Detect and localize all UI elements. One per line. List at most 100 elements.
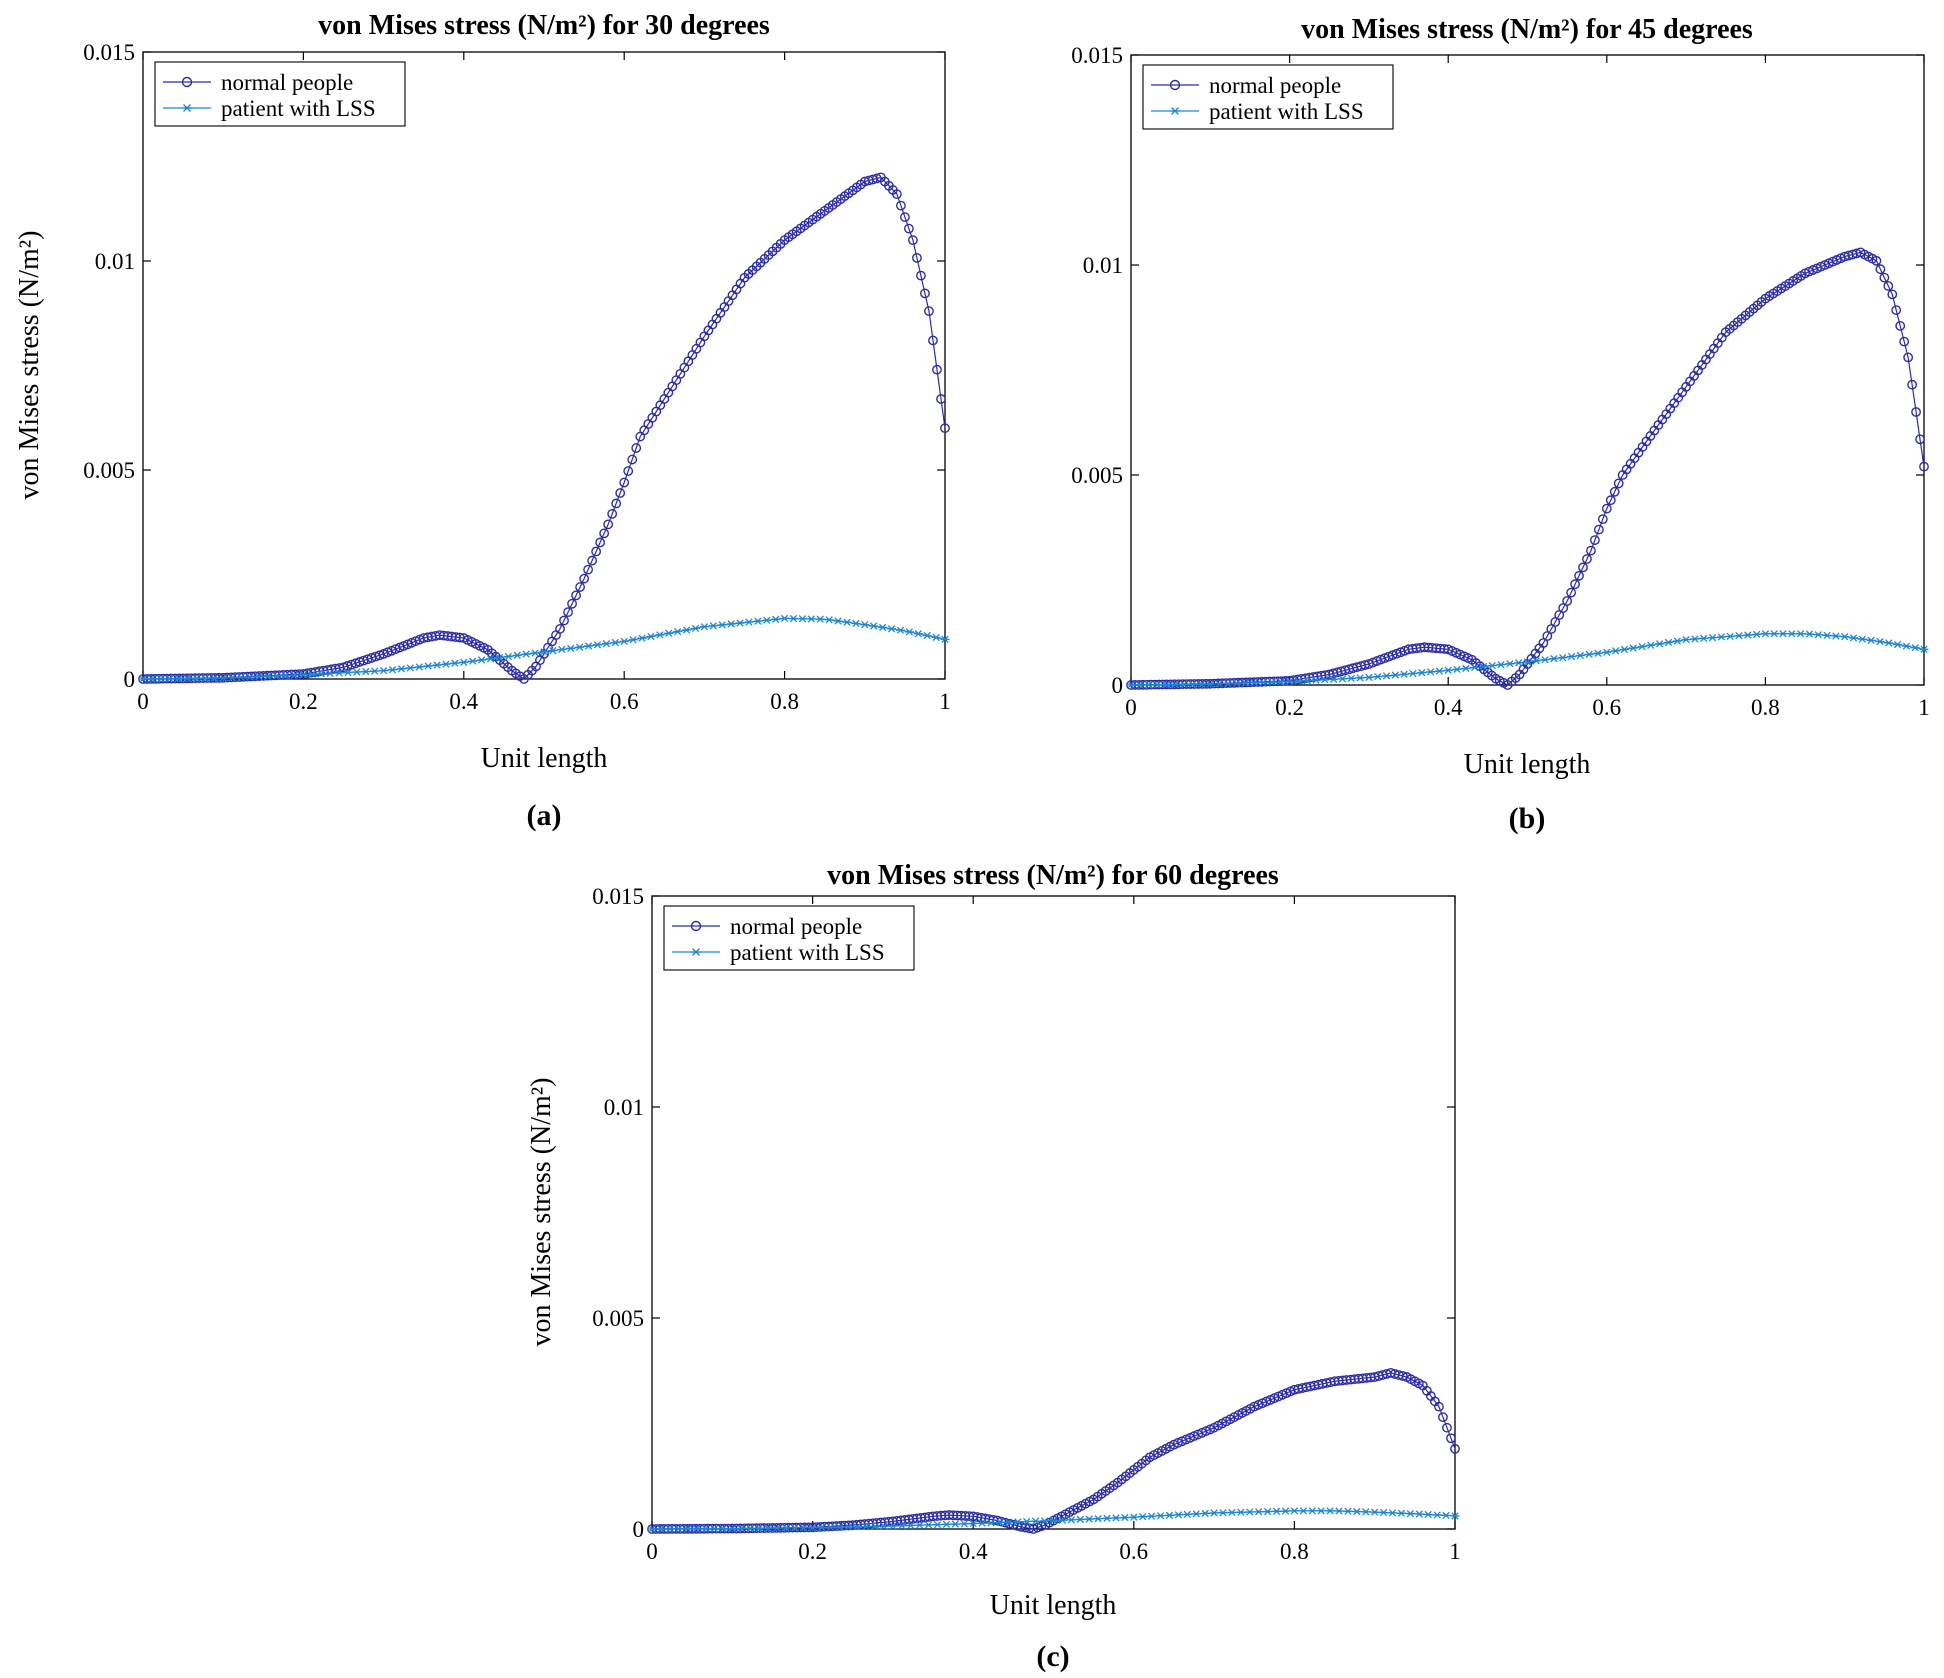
x-tick-label: 1 xyxy=(1918,695,1930,720)
data-point-lss xyxy=(1280,1507,1290,1515)
data-point-lss xyxy=(1875,637,1885,646)
data-point-lss xyxy=(1593,649,1603,657)
data-point-lss xyxy=(1646,641,1656,649)
data-point-lss xyxy=(940,635,950,643)
data-point-normal xyxy=(1895,320,1906,331)
data-point-lss xyxy=(1156,1512,1166,1520)
y-tick-label: 0.005 xyxy=(1071,463,1123,488)
data-point-lss xyxy=(486,655,496,663)
data-point-normal xyxy=(908,235,918,246)
y-tick-label: 0.005 xyxy=(592,1306,644,1331)
y-tick-label: 0 xyxy=(1112,673,1124,698)
data-point-lss xyxy=(699,623,709,631)
data-point-lss xyxy=(512,651,522,659)
data-point-lss xyxy=(1320,676,1330,684)
data-point-lss xyxy=(717,621,727,629)
data-point-lss xyxy=(904,628,914,636)
data-point-lss xyxy=(477,656,487,664)
data-point-normal xyxy=(1442,1422,1452,1433)
data-point-lss xyxy=(933,1520,943,1529)
data-point-lss xyxy=(1196,680,1206,688)
data-point-normal xyxy=(916,270,926,281)
data-point-lss xyxy=(1388,1509,1398,1517)
data-point-lss xyxy=(1831,632,1841,640)
data-point-lss xyxy=(1267,678,1277,686)
data-point-lss xyxy=(852,1523,862,1531)
data-point-lss xyxy=(665,1525,675,1533)
data-point-lss xyxy=(156,675,166,683)
data-point-lss xyxy=(147,675,157,683)
data-point-lss xyxy=(834,1523,844,1531)
data-point-lss xyxy=(1379,1508,1389,1517)
data-point-normal xyxy=(912,252,922,263)
data-point-lss xyxy=(1364,673,1374,682)
data-point-lss xyxy=(1241,679,1251,687)
data-point-normal xyxy=(1434,1401,1444,1412)
x-tick-label: 0.2 xyxy=(1275,695,1304,720)
data-point-lss xyxy=(1144,681,1154,689)
data-point-lss xyxy=(1236,1508,1246,1516)
data-point-lss xyxy=(1408,669,1418,678)
data-point-lss xyxy=(817,1523,827,1532)
data-point-lss xyxy=(1205,680,1215,688)
data-point-lss xyxy=(1505,660,1515,668)
data-point-normal xyxy=(599,528,610,539)
data-point-lss xyxy=(1426,668,1436,676)
chart-panel-c: von Mises stress (N/m²) for 60 degrees U… xyxy=(526,860,1461,1673)
legend-marker-circle xyxy=(181,76,193,88)
data-point-normal xyxy=(615,488,626,498)
data-point-normal xyxy=(603,519,614,530)
data-point-lss xyxy=(895,626,905,634)
x-tick-label: 0.2 xyxy=(289,689,318,714)
data-point-lss xyxy=(628,636,638,644)
y-tick-label: 0.005 xyxy=(83,458,135,483)
x-tick-label: 1 xyxy=(939,689,951,714)
data-point-lss xyxy=(1470,663,1480,672)
legend-marker-circle xyxy=(690,920,702,932)
data-point-lss xyxy=(674,1525,684,1533)
data-point-lss xyxy=(209,674,219,682)
data-point-lss xyxy=(690,624,700,633)
plot-area xyxy=(651,895,1456,1530)
data-point-lss xyxy=(1013,1518,1023,1526)
data-point-lss xyxy=(414,663,424,671)
data-point-lss xyxy=(1173,1511,1183,1519)
data-point-normal xyxy=(575,582,585,592)
data-point-lss xyxy=(790,1524,800,1532)
data-point-lss xyxy=(708,622,718,630)
plot-area xyxy=(1130,54,1925,686)
data-point-lss xyxy=(950,1520,960,1528)
data-point-lss xyxy=(915,1521,925,1529)
data-point-normal xyxy=(631,443,642,453)
data-point-lss xyxy=(941,1520,951,1529)
data-point-normal xyxy=(1578,562,1588,573)
data-point-lss xyxy=(1434,667,1444,675)
data-point-lss xyxy=(851,619,861,628)
data-point-lss xyxy=(1209,1509,1219,1517)
data-point-lss xyxy=(1857,635,1867,643)
data-point-lss xyxy=(379,666,389,675)
data-point-normal xyxy=(1887,289,1898,300)
data-point-lss xyxy=(352,668,362,676)
data-point-normal xyxy=(1597,514,1608,524)
y-tick-label: 0.015 xyxy=(83,40,135,65)
data-point-lss xyxy=(1699,634,1709,642)
data-point-lss xyxy=(1441,1511,1451,1520)
data-point-lss xyxy=(254,673,264,681)
data-point-lss xyxy=(1135,681,1145,689)
x-tick-label: 0.8 xyxy=(1751,695,1780,720)
panel-label: (c) xyxy=(1036,1640,1069,1673)
data-point-normal xyxy=(904,223,914,234)
data-point-lss xyxy=(701,1525,711,1533)
legend-box xyxy=(154,61,406,127)
data-point-lss xyxy=(815,615,825,623)
data-point-lss xyxy=(1778,630,1788,638)
y-tick-label: 0 xyxy=(633,1517,645,1542)
data-point-lss xyxy=(682,626,692,634)
data-point-normal xyxy=(1450,1443,1460,1454)
data-point-lss xyxy=(1752,630,1762,639)
data-point-lss xyxy=(824,616,834,624)
data-point-lss xyxy=(906,1521,916,1530)
data-point-normal xyxy=(1915,434,1925,445)
data-point-lss xyxy=(307,670,317,679)
